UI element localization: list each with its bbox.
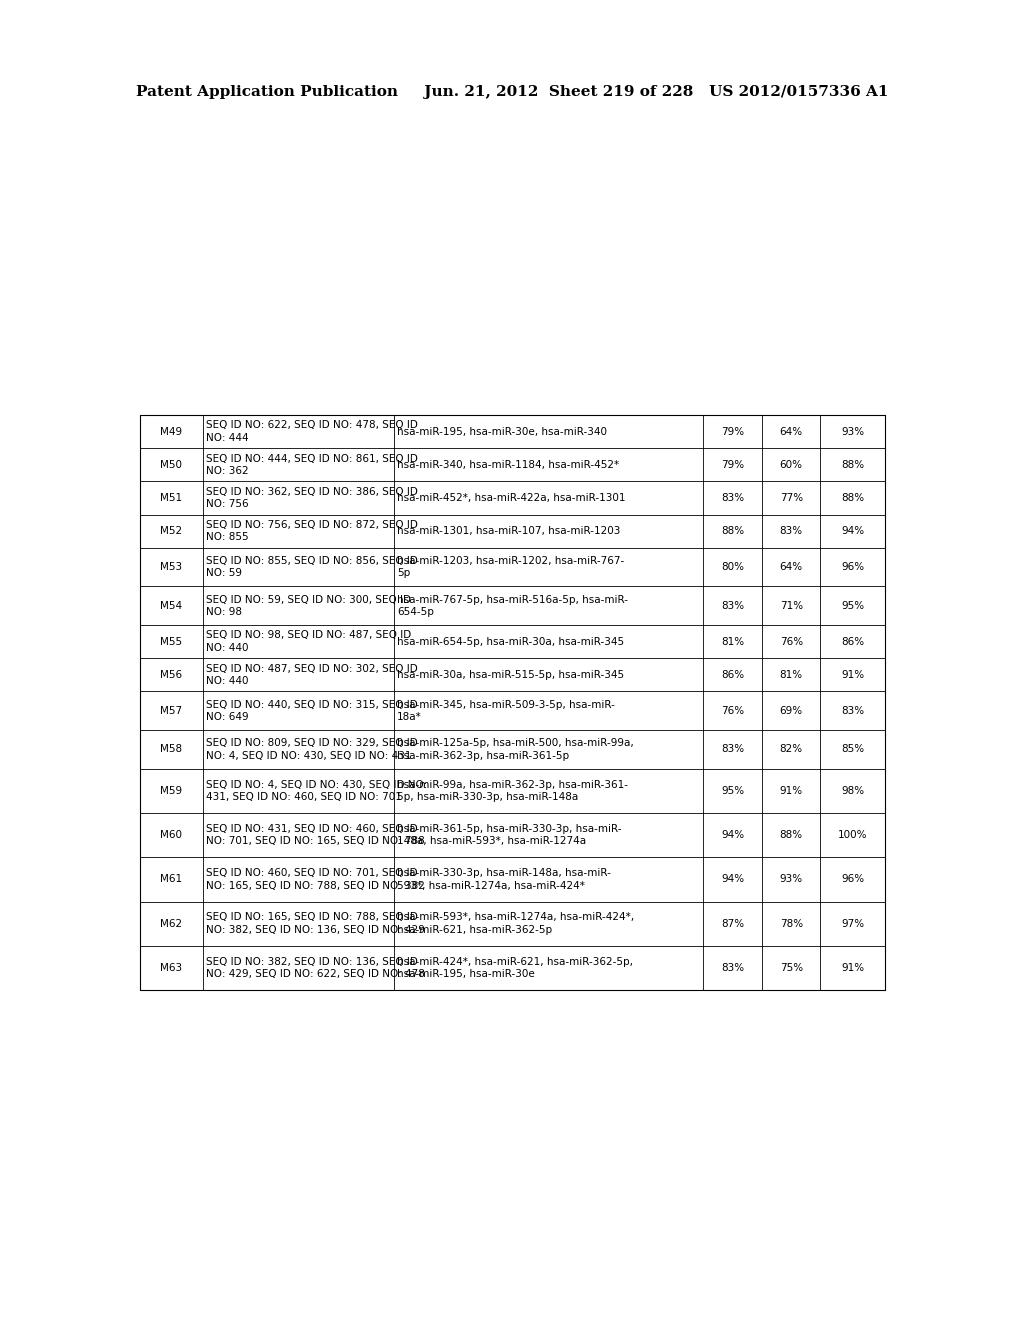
Text: M63: M63 [161,962,182,973]
Text: 79%: 79% [721,426,744,437]
Text: 95%: 95% [721,785,744,796]
Text: M62: M62 [161,919,182,929]
Text: SEQ ID NO: 362, SEQ ID NO: 386, SEQ ID
NO: 756: SEQ ID NO: 362, SEQ ID NO: 386, SEQ ID N… [206,487,418,510]
Text: SEQ ID NO: 622, SEQ ID NO: 478, SEQ ID
NO: 444: SEQ ID NO: 622, SEQ ID NO: 478, SEQ ID N… [206,420,418,442]
Text: 88%: 88% [841,492,864,503]
Text: hsa-miR-361-5p, hsa-miR-330-3p, hsa-miR-
148a, hsa-miR-593*, hsa-miR-1274a: hsa-miR-361-5p, hsa-miR-330-3p, hsa-miR-… [396,824,622,846]
Text: 91%: 91% [779,785,803,796]
Text: hsa-miR-654-5p, hsa-miR-30a, hsa-miR-345: hsa-miR-654-5p, hsa-miR-30a, hsa-miR-345 [396,636,624,647]
Text: hsa-miR-593*, hsa-miR-1274a, hsa-miR-424*,
hsa-miR-621, hsa-miR-362-5p: hsa-miR-593*, hsa-miR-1274a, hsa-miR-424… [396,912,634,935]
Text: 93%: 93% [779,874,803,884]
Text: hsa-miR-99a, hsa-miR-362-3p, hsa-miR-361-
5p, hsa-miR-330-3p, hsa-miR-148a: hsa-miR-99a, hsa-miR-362-3p, hsa-miR-361… [396,780,628,803]
Text: 94%: 94% [721,830,744,841]
Text: 85%: 85% [841,744,864,755]
Text: 97%: 97% [841,919,864,929]
Text: 86%: 86% [721,669,744,680]
Text: M51: M51 [161,492,182,503]
Text: 88%: 88% [841,459,864,470]
Text: 100%: 100% [838,830,867,841]
Text: 87%: 87% [721,919,744,929]
Text: 82%: 82% [779,744,803,755]
Text: SEQ ID NO: 431, SEQ ID NO: 460, SEQ ID
NO: 701, SEQ ID NO: 165, SEQ ID NO: 788: SEQ ID NO: 431, SEQ ID NO: 460, SEQ ID N… [206,824,425,846]
Text: M50: M50 [161,459,182,470]
Text: hsa-miR-195, hsa-miR-30e, hsa-miR-340: hsa-miR-195, hsa-miR-30e, hsa-miR-340 [396,426,607,437]
Text: 81%: 81% [779,669,803,680]
Text: 81%: 81% [721,636,744,647]
Text: 88%: 88% [779,830,803,841]
Text: SEQ ID NO: 487, SEQ ID NO: 302, SEQ ID
NO: 440: SEQ ID NO: 487, SEQ ID NO: 302, SEQ ID N… [206,664,418,686]
Text: SEQ ID NO: 382, SEQ ID NO: 136, SEQ ID
NO: 429, SEQ ID NO: 622, SEQ ID NO: 478: SEQ ID NO: 382, SEQ ID NO: 136, SEQ ID N… [206,957,425,979]
Text: M59: M59 [161,785,182,796]
Text: M52: M52 [161,527,182,536]
Text: 60%: 60% [779,459,803,470]
Text: 83%: 83% [721,492,744,503]
Text: 83%: 83% [721,962,744,973]
Text: hsa-miR-1203, hsa-miR-1202, hsa-miR-767-
5p: hsa-miR-1203, hsa-miR-1202, hsa-miR-767-… [396,556,624,578]
Text: 69%: 69% [779,706,803,715]
Text: 95%: 95% [841,601,864,611]
Text: hsa-miR-330-3p, hsa-miR-148a, hsa-miR-
593*, hsa-miR-1274a, hsa-miR-424*: hsa-miR-330-3p, hsa-miR-148a, hsa-miR- 5… [396,869,610,891]
Text: 76%: 76% [779,636,803,647]
Text: SEQ ID NO: 440, SEQ ID NO: 315, SEQ ID
NO: 649: SEQ ID NO: 440, SEQ ID NO: 315, SEQ ID N… [206,700,418,722]
Text: 93%: 93% [841,426,864,437]
Text: M60: M60 [161,830,182,841]
Text: hsa-miR-345, hsa-miR-509-3-5p, hsa-miR-
18a*: hsa-miR-345, hsa-miR-509-3-5p, hsa-miR- … [396,700,614,722]
Text: hsa-miR-1301, hsa-miR-107, hsa-miR-1203: hsa-miR-1301, hsa-miR-107, hsa-miR-1203 [396,527,621,536]
Text: 96%: 96% [841,874,864,884]
Text: 91%: 91% [841,962,864,973]
Text: 75%: 75% [779,962,803,973]
Text: 83%: 83% [721,744,744,755]
Text: 83%: 83% [779,527,803,536]
Text: 64%: 64% [779,426,803,437]
Text: M55: M55 [161,636,182,647]
Text: SEQ ID NO: 4, SEQ ID NO: 430, SEQ ID NO:
431, SEQ ID NO: 460, SEQ ID NO: 701: SEQ ID NO: 4, SEQ ID NO: 430, SEQ ID NO:… [206,780,427,803]
Text: 94%: 94% [721,874,744,884]
Text: 76%: 76% [721,706,744,715]
Text: M54: M54 [161,601,182,611]
Text: SEQ ID NO: 444, SEQ ID NO: 861, SEQ ID
NO: 362: SEQ ID NO: 444, SEQ ID NO: 861, SEQ ID N… [206,454,418,477]
Text: M61: M61 [161,874,182,884]
Text: SEQ ID NO: 165, SEQ ID NO: 788, SEQ ID
NO: 382, SEQ ID NO: 136, SEQ ID NO: 429: SEQ ID NO: 165, SEQ ID NO: 788, SEQ ID N… [206,912,425,935]
Text: M56: M56 [161,669,182,680]
Text: Patent Application Publication     Jun. 21, 2012  Sheet 219 of 228   US 2012/015: Patent Application Publication Jun. 21, … [136,84,888,99]
Text: hsa-miR-452*, hsa-miR-422a, hsa-miR-1301: hsa-miR-452*, hsa-miR-422a, hsa-miR-1301 [396,492,626,503]
Text: 83%: 83% [721,601,744,611]
Text: 88%: 88% [721,527,744,536]
Text: hsa-miR-767-5p, hsa-miR-516a-5p, hsa-miR-
654-5p: hsa-miR-767-5p, hsa-miR-516a-5p, hsa-miR… [396,594,628,616]
Text: 77%: 77% [779,492,803,503]
Text: 71%: 71% [779,601,803,611]
Text: hsa-miR-30a, hsa-miR-515-5p, hsa-miR-345: hsa-miR-30a, hsa-miR-515-5p, hsa-miR-345 [396,669,624,680]
Text: 64%: 64% [779,562,803,572]
Text: hsa-miR-424*, hsa-miR-621, hsa-miR-362-5p,
hsa-miR-195, hsa-miR-30e: hsa-miR-424*, hsa-miR-621, hsa-miR-362-5… [396,957,633,979]
Text: M58: M58 [161,744,182,755]
Text: 80%: 80% [721,562,744,572]
Text: 83%: 83% [841,706,864,715]
Text: hsa-miR-125a-5p, hsa-miR-500, hsa-miR-99a,
hsa-miR-362-3p, hsa-miR-361-5p: hsa-miR-125a-5p, hsa-miR-500, hsa-miR-99… [396,738,634,760]
Text: 98%: 98% [841,785,864,796]
Text: M49: M49 [161,426,182,437]
Text: M53: M53 [161,562,182,572]
Text: 78%: 78% [779,919,803,929]
Text: 94%: 94% [841,527,864,536]
Text: SEQ ID NO: 855, SEQ ID NO: 856, SEQ ID
NO: 59: SEQ ID NO: 855, SEQ ID NO: 856, SEQ ID N… [206,556,418,578]
Text: SEQ ID NO: 809, SEQ ID NO: 329, SEQ ID
NO: 4, SEQ ID NO: 430, SEQ ID NO: 431: SEQ ID NO: 809, SEQ ID NO: 329, SEQ ID N… [206,738,418,760]
Text: 91%: 91% [841,669,864,680]
Text: SEQ ID NO: 756, SEQ ID NO: 872, SEQ ID
NO: 855: SEQ ID NO: 756, SEQ ID NO: 872, SEQ ID N… [206,520,418,543]
Text: SEQ ID NO: 59, SEQ ID NO: 300, SEQ ID
NO: 98: SEQ ID NO: 59, SEQ ID NO: 300, SEQ ID NO… [206,594,411,616]
Text: SEQ ID NO: 98, SEQ ID NO: 487, SEQ ID
NO: 440: SEQ ID NO: 98, SEQ ID NO: 487, SEQ ID NO… [206,631,411,653]
Text: M57: M57 [161,706,182,715]
Text: hsa-miR-340, hsa-miR-1184, hsa-miR-452*: hsa-miR-340, hsa-miR-1184, hsa-miR-452* [396,459,618,470]
Text: SEQ ID NO: 460, SEQ ID NO: 701, SEQ ID
NO: 165, SEQ ID NO: 788, SEQ ID NO: 382: SEQ ID NO: 460, SEQ ID NO: 701, SEQ ID N… [206,869,425,891]
Text: 79%: 79% [721,459,744,470]
Bar [140,414,885,990]
Text: 86%: 86% [841,636,864,647]
Text: 96%: 96% [841,562,864,572]
